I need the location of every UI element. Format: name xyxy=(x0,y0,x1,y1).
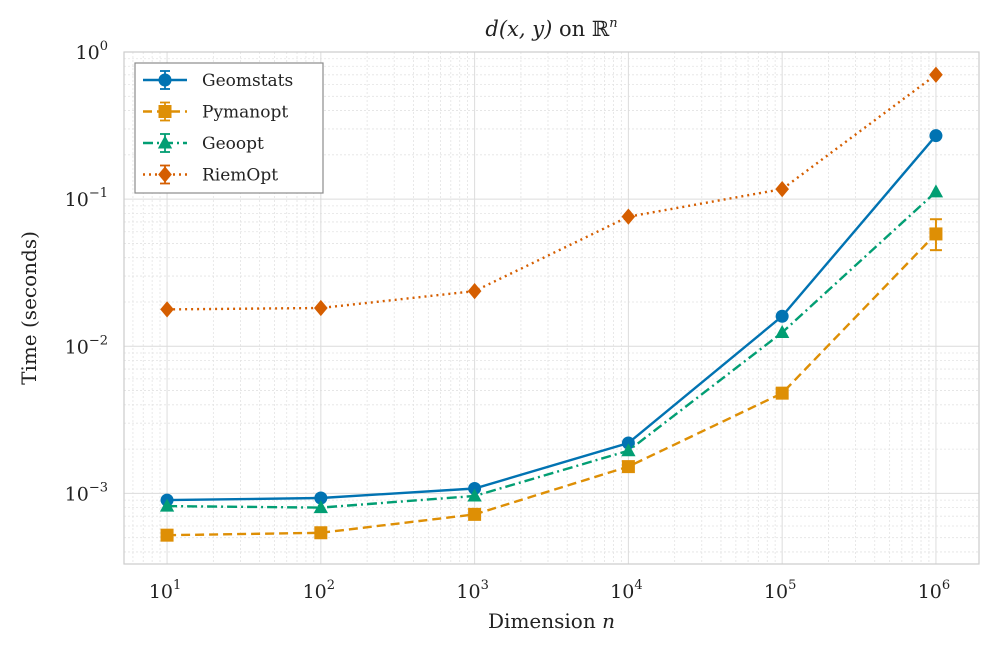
series-line xyxy=(167,191,937,509)
legend-entry: Geomstats xyxy=(143,70,293,91)
y-tick-label: 10−2 xyxy=(65,333,108,358)
y-tick-label: 10−3 xyxy=(65,480,108,505)
series-line xyxy=(167,233,937,537)
title-real-space: ℝ xyxy=(592,17,610,41)
legend-label: Geoopt xyxy=(202,134,264,154)
data-point xyxy=(468,481,482,495)
series-geoopt xyxy=(159,184,944,514)
data-point xyxy=(160,301,174,318)
data-point xyxy=(314,299,328,317)
data-point xyxy=(621,436,635,450)
legend-label: Pymanopt xyxy=(202,103,288,123)
data-point xyxy=(929,227,943,241)
series-line xyxy=(167,73,937,311)
legend-entry: RiemOpt xyxy=(143,164,278,186)
plot-frame xyxy=(123,51,980,565)
y-axis-label: Time (seconds) xyxy=(17,231,41,385)
series-layer xyxy=(159,66,944,542)
x-tick-label: 106 xyxy=(918,578,950,603)
chart-title: d(x, y) on ℝn xyxy=(485,16,617,41)
legend: Geomstats Pymanopt Geoopt RiemOpt xyxy=(134,62,324,194)
data-point xyxy=(467,488,482,502)
legend-marker xyxy=(157,135,173,149)
data-point xyxy=(314,526,328,540)
y-tick-label: 100 xyxy=(76,39,108,64)
legend-label: Geomstats xyxy=(202,71,293,91)
data-point xyxy=(775,325,790,339)
data-point xyxy=(929,66,943,83)
data-point xyxy=(621,208,636,225)
legend-marker xyxy=(158,105,172,118)
data-point xyxy=(467,282,482,300)
title-function: d(x, y) xyxy=(485,17,552,41)
series-geomstats xyxy=(160,129,943,507)
data-point xyxy=(313,500,328,514)
legend-marker xyxy=(158,166,172,183)
x-axis-label-variable: n xyxy=(602,609,615,633)
series-pymanopt xyxy=(160,218,943,542)
x-tick-label: 102 xyxy=(303,578,335,603)
x-tick-label: 104 xyxy=(610,578,642,603)
y-tick-label: 10−1 xyxy=(65,186,108,211)
data-point xyxy=(621,443,636,457)
data-point xyxy=(929,129,943,143)
series-riemopt xyxy=(160,66,943,318)
legend-entry: Pymanopt xyxy=(143,101,288,123)
x-tick-label: 105 xyxy=(764,578,796,603)
x-tick-label: 103 xyxy=(456,578,488,603)
data-point xyxy=(314,491,328,505)
data-point xyxy=(775,180,789,198)
data-point xyxy=(621,460,635,474)
x-axis-label: Dimension n xyxy=(488,609,615,633)
data-point xyxy=(775,386,789,400)
x-tick-label: 101 xyxy=(149,578,181,603)
x-axis-label-text: Dimension xyxy=(488,609,596,633)
data-point xyxy=(159,498,175,512)
x-tick-labels: 101 102 103 104 105 106 xyxy=(149,578,950,603)
data-point xyxy=(775,309,789,323)
legend-label: RiemOpt xyxy=(202,166,278,186)
data-point xyxy=(928,184,944,198)
data-point xyxy=(468,507,482,521)
series-line xyxy=(167,134,937,502)
data-point xyxy=(160,528,174,542)
legend-entry: Geoopt xyxy=(143,133,264,154)
title-on: on xyxy=(552,17,592,41)
title-superscript: n xyxy=(609,16,617,31)
y-tick-labels: 10−3 10−2 10−1 100 xyxy=(65,39,108,505)
legend-marker xyxy=(158,73,172,87)
